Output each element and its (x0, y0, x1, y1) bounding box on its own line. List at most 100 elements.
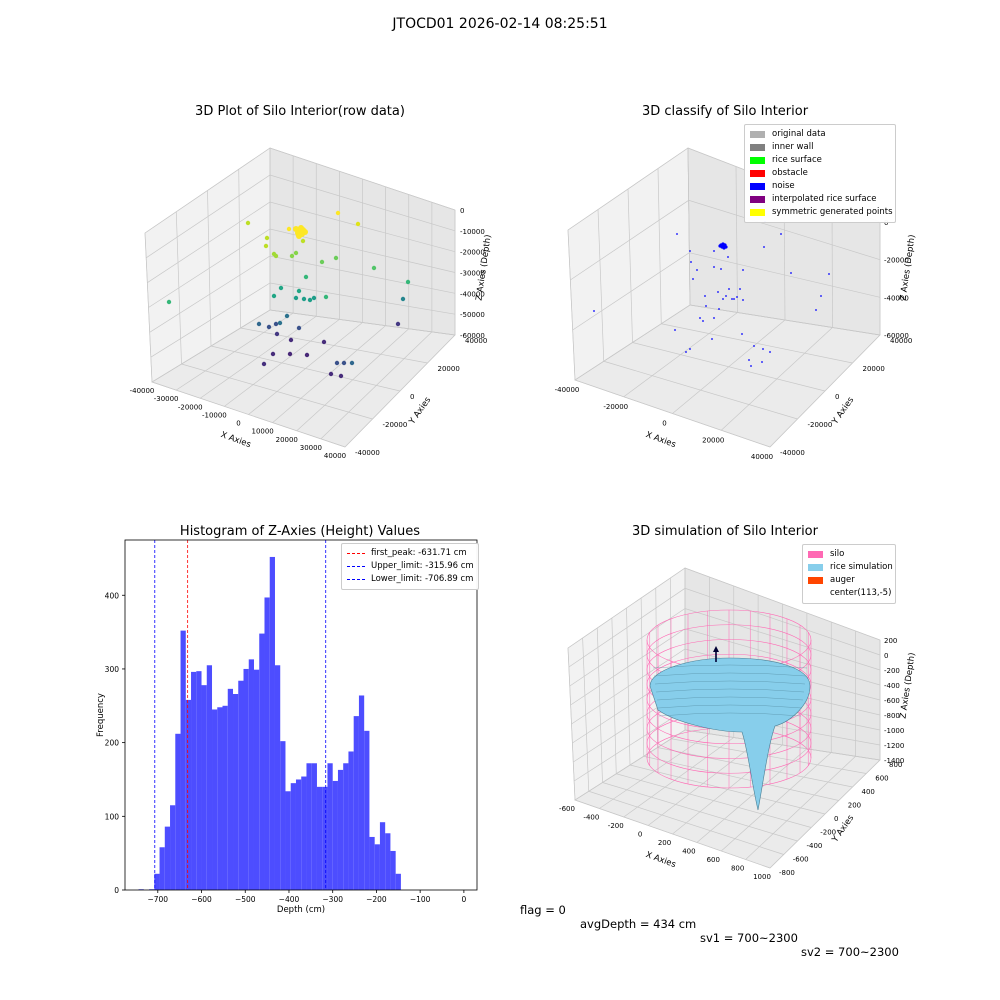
histogram-bar (259, 633, 265, 890)
histogram-bar (269, 556, 275, 890)
p4-ztick: -600 (884, 697, 900, 705)
p2-noise-point (720, 268, 722, 270)
p1-ztick: 0 (460, 207, 464, 215)
p2-noise-point (780, 233, 782, 235)
p2-noise-point (718, 244, 722, 248)
rice-mesh (652, 664, 808, 669)
p2-ztick: -20000 (884, 257, 909, 265)
x-tick-label: −300 (322, 895, 343, 904)
legend-entry: obstacle (750, 167, 890, 180)
p2-noise-point (713, 317, 715, 319)
p1-point (341, 360, 347, 366)
p2-noise-point (713, 266, 715, 268)
histogram-bar (206, 665, 213, 890)
p1-grid-z (150, 282, 456, 358)
p1-grid-y (210, 345, 401, 392)
p1-point (395, 321, 401, 327)
histogram-bar (353, 716, 359, 890)
p2-zlabel: Z Axies (Depth) (898, 234, 917, 301)
histogram-bar (327, 763, 333, 890)
p1-point (300, 238, 306, 244)
p1-ztick: -50000 (460, 311, 485, 319)
p1-point (271, 293, 277, 299)
p2-grid-y (574, 379, 771, 448)
p1-point (301, 296, 307, 302)
histogram-bar (348, 751, 354, 890)
legend-entry: Upper_limit: -315.96 cm (347, 560, 474, 573)
p1-point (284, 313, 290, 319)
p1-grid-y (181, 363, 373, 420)
p2-noise-point (727, 256, 729, 258)
p1-point (338, 373, 344, 379)
legend-label: inner wall (772, 142, 814, 152)
p1-xtick: 0 (236, 420, 240, 428)
legend-label: center(113,-5) (830, 588, 892, 598)
x-tick-label: −500 (235, 895, 256, 904)
p1-ztick: -60000 (460, 332, 485, 340)
p2-noise-point (742, 299, 744, 301)
legend-swatch (750, 209, 765, 216)
p1-grid-y (151, 381, 346, 448)
p2-noise-point (790, 272, 792, 274)
p1-point (273, 253, 279, 259)
y-tick-label: 200 (105, 739, 120, 748)
p2-noise-point (753, 345, 755, 347)
p2-noise-point (689, 348, 691, 350)
p1-point (321, 339, 327, 345)
histogram-bar (358, 695, 365, 890)
p2-grid-xv (831, 203, 833, 328)
histogram-bar (201, 685, 207, 890)
p2-noise-point (769, 351, 771, 353)
p1-grid-z (151, 309, 456, 383)
legend-swatch (750, 131, 765, 138)
p2-noise-point (689, 250, 691, 252)
p2-noise-point (724, 245, 728, 249)
p1-grid-z (144, 147, 456, 234)
p1-point (286, 226, 292, 232)
histogram-bar (175, 733, 181, 890)
histogram-bar (395, 873, 401, 890)
p1-point (266, 324, 272, 330)
auger-arrow (713, 646, 719, 652)
classify-legend: original data inner wall rice surface obsta… (744, 124, 896, 223)
legend-entry: interpolated rice surface (750, 193, 890, 206)
p4-ytick: 800 (889, 761, 902, 769)
p2-grid-yv (627, 188, 633, 343)
histogram-bar (337, 769, 344, 890)
p2-noise-point (748, 359, 750, 361)
p1-point (299, 231, 305, 237)
histogram-bar (264, 597, 270, 890)
p1-ztick: -30000 (460, 270, 485, 278)
p1-xlabel: X Axies (219, 430, 252, 450)
p2-noise-point (762, 348, 764, 350)
histogram-bar (248, 659, 254, 890)
histogram-bar (185, 699, 192, 890)
p4-ytick: -400 (807, 842, 823, 850)
y-tick-label: 100 (105, 812, 120, 821)
p2-noise-point (828, 273, 830, 275)
p2-noise-point (725, 295, 727, 297)
p1-xtick: -40000 (130, 387, 155, 395)
x-axis-label: Depth (cm) (277, 905, 325, 915)
p4-xlabel: X Axies (644, 850, 677, 870)
p4-grid-z (567, 567, 881, 649)
legend-entry: rice simulation (808, 561, 893, 574)
figure-title: JTOCD01 2026-02-14 08:25:51 (392, 16, 608, 32)
p4-ztick: -200 (884, 667, 900, 675)
p4-ytick: 400 (862, 788, 875, 796)
p1-point (355, 221, 361, 227)
p1-point (166, 299, 172, 305)
raw-data-3d-scatter: -40000-30000-20000-100000100002000030000… (130, 147, 494, 460)
p2-noise-point (815, 309, 817, 311)
p1-point (261, 361, 267, 367)
p4-ytick: 200 (848, 802, 861, 810)
legend-entry: silo (808, 548, 890, 561)
p1-point (328, 371, 334, 377)
p1-grid-z (149, 255, 456, 333)
p1-point (298, 225, 304, 231)
p4-grid-y (602, 782, 798, 842)
avg-depth-text: avgDepth = 434 cm (580, 917, 697, 931)
p2-xtick: 0 (662, 420, 666, 428)
p1-ztick: -20000 (460, 249, 485, 257)
p4-ztick: -400 (884, 682, 900, 690)
